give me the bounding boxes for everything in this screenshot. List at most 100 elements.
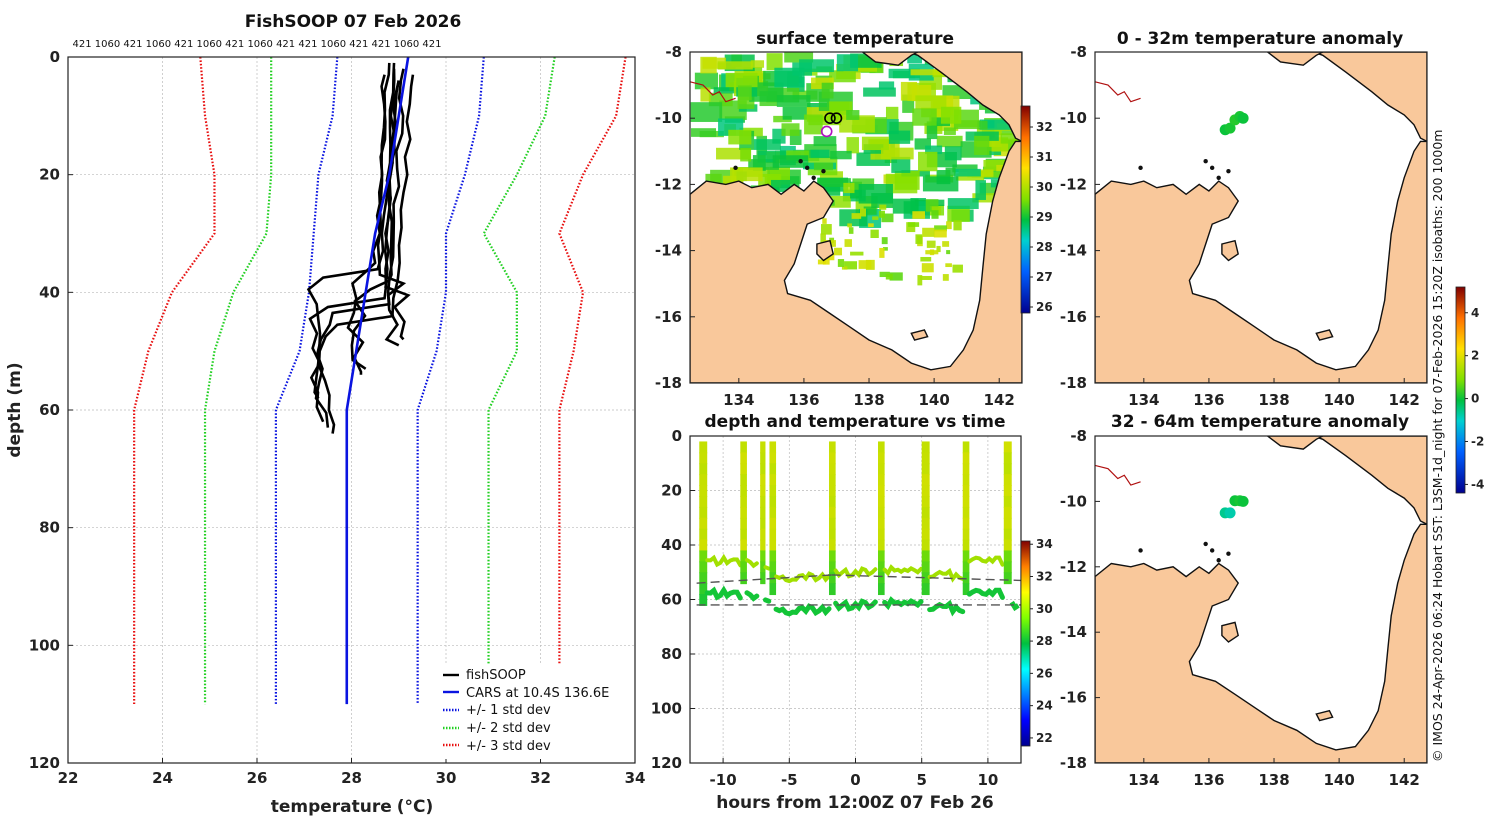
depth-time-cast-segment	[1003, 517, 1012, 530]
map-x-tick-label: 138	[1258, 771, 1289, 789]
sst-pixel-patch	[858, 260, 872, 269]
depth-time-cast-segment	[760, 506, 766, 519]
series--2-std-dev-low	[203, 57, 273, 705]
sst-pixel-patch	[737, 85, 752, 101]
sst-pixel-patch	[945, 263, 952, 268]
depth-time-cast-segment	[699, 561, 708, 574]
depth-time-cast-segment	[699, 506, 708, 519]
sst-pixel-patch	[817, 259, 826, 265]
depth-time-cast-segment	[829, 517, 836, 530]
depth-time-cast-segment	[760, 550, 766, 563]
depth-time-y-tick-label: 60	[661, 591, 682, 609]
sst-pixel-patch	[931, 210, 939, 219]
sst-pixel-patch	[851, 213, 862, 219]
sst-pixel-patch	[844, 261, 858, 270]
sst-pixel-patch	[926, 240, 936, 248]
sst-pixel-patch	[781, 123, 800, 136]
profile-y-tick-label: 60	[39, 401, 60, 419]
depth-time-cast-segment	[921, 506, 930, 519]
profile-x-tick-label: 28	[341, 769, 362, 787]
depth-time-cast-segment	[769, 539, 777, 552]
depth-time-cast-segment	[1003, 495, 1012, 508]
anomaly-32-64-y-ticks: -8 -10 -12 -14 -16 -18	[1060, 427, 1100, 772]
depth-time-cast-segment	[878, 517, 885, 530]
sst-pixel-patch	[974, 135, 990, 155]
profile-grid	[67, 56, 636, 764]
depth-time-colorbar-tick-label: 22	[1036, 731, 1053, 745]
depth-time-cast-segment	[1003, 506, 1012, 519]
depth-time-cast-segment	[699, 528, 708, 541]
depth-time-cast-segment	[699, 441, 708, 454]
anomaly-colorbar-tick-label: 4	[1471, 306, 1479, 320]
island-marker	[1138, 548, 1143, 553]
depth-time-cast-segment	[1003, 528, 1012, 541]
isobath-line	[1095, 464, 1141, 486]
depth-time-cast-segment	[769, 463, 777, 476]
map-x-tick-label: 140	[918, 391, 949, 409]
depth-time-cast-segment	[699, 583, 708, 596]
depth-time-cast-segment	[699, 474, 708, 487]
depth-time-thermocline-track	[705, 553, 743, 568]
series--3-std-dev-high	[558, 56, 627, 705]
landmass-australia	[1095, 140, 1427, 383]
map-y-tick-label: -16	[1060, 689, 1087, 707]
profile-x-tick-label: 30	[436, 769, 457, 787]
depth-time-cast-segment	[921, 572, 930, 585]
profile-top-labels: 421 1060 421 1060 421 1060 421 1060 421 …	[73, 39, 442, 50]
anomaly-point	[1237, 112, 1249, 124]
depth-time-cast-segment	[921, 463, 930, 476]
depth-time-cast-segment	[921, 495, 930, 508]
island-groote-eylandt	[1221, 621, 1239, 643]
island-marker	[821, 168, 826, 174]
sst-pixel-patch	[773, 115, 792, 123]
sst-pixel-patch	[925, 250, 939, 255]
depth-time-cast-segment	[878, 485, 885, 497]
depth-time-reference-line	[831, 574, 1021, 582]
island-marker	[1203, 541, 1208, 547]
depth-time-cast-segment	[1003, 441, 1012, 454]
fishsoop-profile	[376, 74, 407, 347]
legend-item-cars: CARS at 10.4S 136.6E	[466, 686, 609, 701]
depth-time-cast-segment	[740, 495, 747, 508]
sst-pixel-patch	[878, 210, 885, 218]
depth-time-cast-segment	[699, 539, 708, 552]
profile-x-label-text: temperature	[271, 797, 392, 817]
sst-pixel-patch	[766, 53, 783, 71]
sst-pixel-patch	[728, 129, 752, 145]
anomaly-32-64-land	[1095, 436, 1427, 763]
sst-colorbar-tick-label: 31	[1036, 150, 1053, 164]
sst-pixel-patch	[691, 128, 717, 137]
sst-colorbar-tick-label: 26	[1036, 300, 1053, 314]
depth-time-cast-segment	[921, 550, 930, 563]
sst-pixel-patch	[820, 233, 826, 244]
depth-time-cast-segment	[829, 485, 836, 497]
sst-pixel-patch	[907, 53, 923, 64]
depth-time-cast-segment	[878, 474, 885, 487]
sst-pixel-patch	[821, 82, 834, 99]
sst-pixel-patch	[775, 150, 786, 160]
sst-pixel-patch	[922, 176, 959, 192]
depth-time-cast-segment	[962, 463, 970, 476]
depth-time-cast-segment	[740, 441, 747, 454]
depth-time-colorbar-tick-label: 34	[1036, 537, 1053, 551]
isobath-line	[690, 81, 736, 103]
sst-pixel-patch	[846, 137, 859, 154]
landmass-cape-york	[1312, 52, 1427, 143]
depth-time-cast-segment	[769, 485, 777, 497]
depth-time-cast-segment	[829, 539, 836, 552]
landmass-cape-york	[907, 52, 1022, 143]
profile-y-tick-label: 20	[39, 166, 60, 184]
map-y-tick-label: -12	[655, 175, 682, 193]
sst-pixel-patch	[889, 272, 903, 281]
map-x-tick-label: 136	[788, 391, 819, 409]
anomaly-0-32-land	[1095, 52, 1427, 383]
depth-time-cast-segment	[1003, 561, 1012, 574]
island-marker	[1209, 165, 1215, 171]
depth-time-cast-segment	[829, 550, 836, 563]
depth-time-cast-segment	[1003, 539, 1012, 552]
depth-time-cast-segment	[962, 539, 970, 552]
sst-pixel-patch	[892, 198, 919, 214]
anomaly-32-64-frame	[1094, 435, 1428, 764]
sst-pixel-patch	[750, 60, 765, 68]
